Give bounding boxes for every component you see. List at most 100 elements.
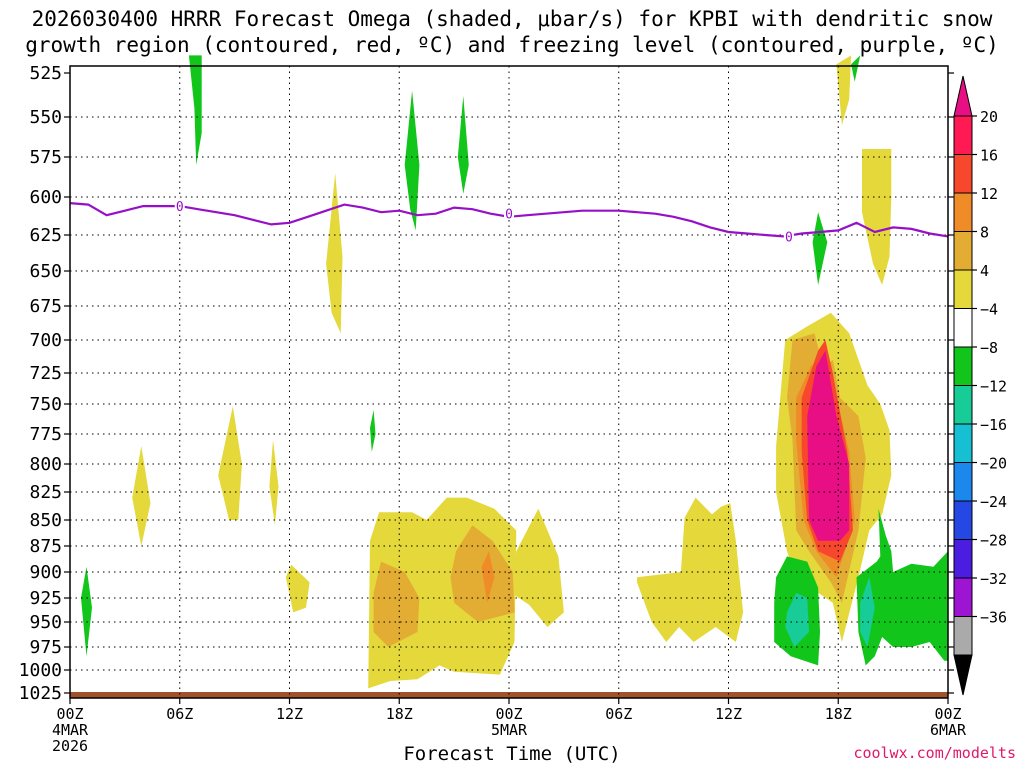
x-tick-label: 00Z [495, 705, 522, 723]
x-tick-label: 12Z [715, 705, 742, 723]
colorbar-label: 8 [980, 224, 989, 242]
colorbar-label: 20 [980, 108, 998, 126]
freezing-level-label-bg [174, 198, 185, 213]
grid-lines [70, 66, 948, 698]
omega-area-yellow [862, 149, 892, 285]
freezing-level-label: 0 [505, 208, 513, 223]
colorbar-label: −36 [980, 609, 1007, 627]
colorbar-swatch [953, 231, 973, 271]
y-tick-label: 750 [29, 394, 62, 415]
x-tick-label: 06Z [166, 705, 193, 723]
colorbar-swatch [953, 346, 973, 386]
omega-area-orange-dark [481, 551, 495, 603]
freezing-level-label-bg [504, 205, 514, 220]
colorbar-label: −28 [980, 532, 1007, 550]
x-axis-label: Forecast Time (UTC) [403, 743, 621, 765]
x-tick-year-label: 2026 [52, 737, 88, 755]
omega-area-green [81, 566, 92, 657]
x-tick-label: 18Z [386, 705, 413, 723]
omega-area-yellow [218, 406, 242, 520]
x-tick-label: 18Z [825, 705, 852, 723]
site-credit: coolwx.com/modelts [853, 744, 1016, 762]
colorbar-swatch [953, 269, 973, 309]
y-tick-label: 675 [29, 296, 62, 317]
omega-area-yellow [637, 497, 744, 642]
y-tick-label: 800 [29, 454, 62, 475]
x-tick-label: 12Z [276, 705, 303, 723]
freezing-level-label: 0 [785, 230, 793, 245]
colorbar-swatch [953, 500, 973, 540]
y-tick-label: 650 [29, 261, 62, 282]
y-tick-label: 625 [29, 225, 62, 246]
y-tick-label: 700 [29, 330, 62, 351]
colorbar-swatch [953, 308, 973, 348]
y-tick-label: 825 [29, 482, 62, 503]
y-tick-label: 925 [29, 588, 62, 609]
omega-area-teal [860, 577, 875, 647]
colorbar-bottom-arrow [953, 654, 973, 696]
chart-title-line-1: 2026030400 HRRR Forecast Omega (shaded, … [31, 7, 993, 31]
y-tick-label: 775 [29, 424, 62, 445]
colorbar-label: −12 [980, 378, 1007, 396]
colorbar-top-arrow [953, 75, 973, 117]
omega-area-green [812, 212, 828, 285]
y-tick-label: 875 [29, 536, 62, 557]
y-tick-label: 1025 [19, 683, 62, 704]
y-tick-label: 975 [29, 637, 62, 658]
colorbar-label: 4 [980, 262, 989, 280]
x-tick-label: 00Z [934, 705, 961, 723]
omega-area-yellow [510, 508, 564, 627]
colorbar-swatch [953, 462, 973, 502]
axes-layer: 525 550 575 600 625 650 675 700 725 750 775 800 825 8… [19, 63, 967, 755]
omega-area-yellow [326, 173, 343, 334]
chart-title-line-2: growth region (contoured, red, ºC) and f… [25, 33, 999, 57]
omega-shading-layer [70, 55, 948, 698]
omega-area-green [856, 508, 948, 666]
x-tick-date-label: 4MAR [52, 721, 89, 739]
y-tick-label: 600 [29, 187, 62, 208]
omega-area-yellow [836, 55, 852, 125]
omega-area-green [457, 95, 469, 194]
colorbar-label: −16 [980, 416, 1007, 434]
omega-area-orange [373, 561, 420, 647]
omega-area-green [404, 90, 420, 231]
y-tick-label: 900 [29, 562, 62, 583]
y-tick-label: 725 [29, 363, 62, 384]
freezing-level-label: 0 [176, 200, 184, 215]
colorbar-swatch [953, 539, 973, 579]
colorbar-label: −24 [980, 493, 1007, 511]
omega-area-magenta-max [807, 350, 850, 541]
colorbar-swatch [953, 192, 973, 232]
colorbar-swatch [953, 616, 973, 656]
y-tick-label: 575 [29, 147, 62, 168]
y-tick-label: 850 [29, 510, 62, 531]
colorbar-swatch [953, 577, 973, 617]
colorbar-swatch [953, 154, 973, 194]
omega-area-yellow [132, 446, 151, 546]
omega-area-teal [785, 592, 809, 647]
colorbar-label: −4 [980, 301, 998, 319]
y-tick-label: 550 [29, 107, 62, 128]
colorbar-label: 16 [980, 147, 998, 165]
x-tick-date-label: 5MAR [491, 721, 528, 739]
x-tick-date-label: 6MAR [930, 721, 967, 739]
colorbar-label: −32 [980, 570, 1007, 588]
colorbar-swatch [953, 423, 973, 463]
y-tick-label: 950 [29, 612, 62, 633]
omega-area-green [370, 410, 376, 452]
omega-area-yellow [285, 564, 310, 613]
omega-area-green [188, 55, 202, 165]
colorbar-label: −8 [980, 339, 998, 357]
omega-area-yellow [269, 440, 279, 526]
ground-strip [70, 692, 948, 698]
y-tick-label: 1000 [19, 660, 62, 681]
omega-area-green [851, 55, 861, 82]
freezing-level-label-bg [783, 228, 794, 243]
y-tick-label: 525 [29, 63, 62, 84]
x-tick-label: 06Z [605, 705, 632, 723]
colorbar-swatch [953, 115, 973, 155]
colorbar: 20 16 12 8 4 −4 −8 −12 −16 −20 −24 −28 −32 −36 [953, 75, 1007, 696]
colorbar-swatch [953, 385, 973, 425]
colorbar-label: 12 [980, 185, 998, 203]
